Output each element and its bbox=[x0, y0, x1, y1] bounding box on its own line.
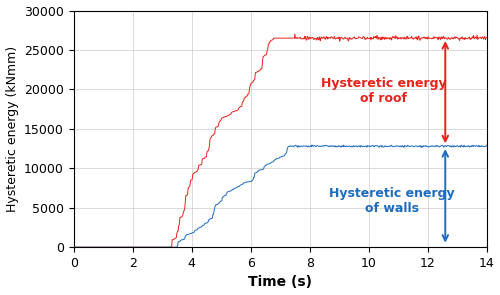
Y-axis label: Hysteretic energy (kNmm): Hysteretic energy (kNmm) bbox=[6, 46, 18, 212]
Text: Hysteretic energy
of walls: Hysteretic energy of walls bbox=[330, 187, 455, 215]
Text: Hysteretic energy
of roof: Hysteretic energy of roof bbox=[320, 77, 446, 105]
X-axis label: Time (s): Time (s) bbox=[248, 276, 312, 289]
